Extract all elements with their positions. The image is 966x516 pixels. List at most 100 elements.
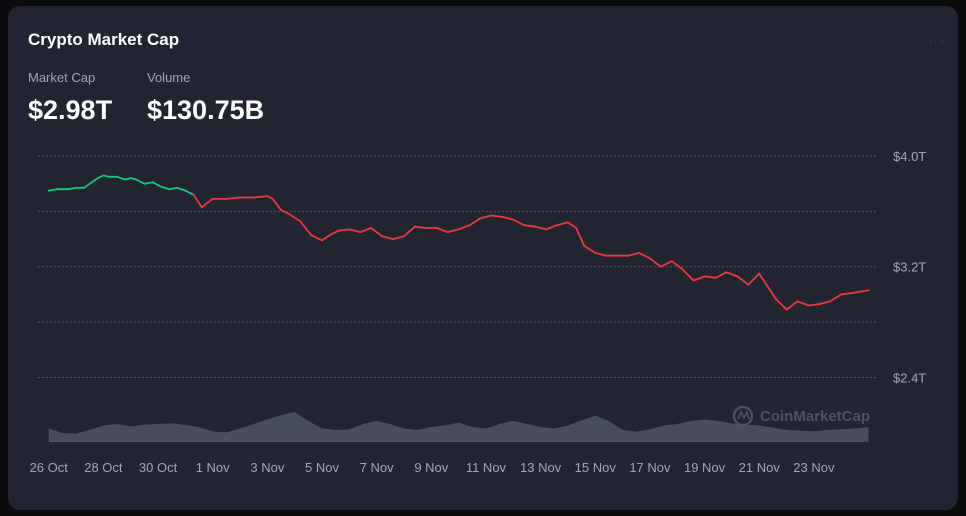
line-segment xyxy=(200,197,214,209)
line-segment xyxy=(501,215,515,221)
watermark: CoinMarketCap xyxy=(732,405,870,427)
market-cap-chart[interactable]: $2.4T $3.2T $4.0T 26 Oct 28 Oct 30 Oct 1 Nov 3… xyxy=(8,6,958,510)
volume-label: Volume xyxy=(147,70,191,85)
line-segment xyxy=(143,181,154,185)
x-tick-label: 21 Nov xyxy=(739,460,781,475)
line-segment xyxy=(523,224,536,228)
line-segment xyxy=(413,225,427,229)
line-segment xyxy=(479,214,493,220)
volume-area xyxy=(48,412,869,442)
line-segment xyxy=(736,275,750,286)
line-segment xyxy=(403,225,416,238)
line-segment xyxy=(594,251,608,257)
market-cap-metric: Market Cap $2.98T xyxy=(28,70,112,126)
x-axis-ticks: 26 Oct 28 Oct 30 Oct 1 Nov 3 Nov 5 Nov 7 Nov 9 … xyxy=(30,460,835,475)
line-segment xyxy=(337,228,351,232)
line-segment xyxy=(660,260,673,268)
line-segment xyxy=(176,186,187,192)
y-tick-label: $4.0T xyxy=(893,149,926,164)
x-tick-label: 28 Oct xyxy=(84,460,123,475)
line-segment xyxy=(83,182,91,189)
market-cap-label: Market Cap xyxy=(28,70,96,85)
x-tick-label: 30 Oct xyxy=(139,460,178,475)
line-segment xyxy=(47,188,58,192)
line-segment xyxy=(321,233,332,242)
line-segment xyxy=(102,174,110,178)
line-segment xyxy=(567,221,577,229)
line-segment xyxy=(758,272,769,288)
line-segment xyxy=(184,189,195,196)
line-segment xyxy=(129,177,138,181)
line-segment xyxy=(747,272,761,286)
line-segment xyxy=(192,193,203,209)
coinmarketcap-logo-mark xyxy=(737,409,750,420)
line-segment xyxy=(124,177,132,181)
line-segment xyxy=(681,268,695,282)
x-tick-label: 3 Nov xyxy=(250,460,284,475)
line-segment xyxy=(135,178,146,185)
line-segment xyxy=(116,175,127,181)
line-segment xyxy=(392,235,405,241)
x-tick-label: 17 Nov xyxy=(629,460,671,475)
volume-metric: Volume $130.75B xyxy=(147,70,264,126)
line-segment xyxy=(627,251,640,257)
market-cap-value: $2.98T xyxy=(28,95,113,125)
line-segment xyxy=(310,233,323,242)
grid-lines xyxy=(38,155,878,378)
line-segment xyxy=(97,174,105,180)
watermark-text: CoinMarketCap xyxy=(760,408,870,425)
x-tick-label: 13 Nov xyxy=(520,460,562,475)
more-dots-icon[interactable]: · · xyxy=(928,34,946,48)
line-segment xyxy=(88,177,99,185)
y-tick-label: $2.4T xyxy=(893,370,926,385)
line-segment xyxy=(725,271,739,278)
line-segment xyxy=(168,186,179,191)
line-segment xyxy=(774,297,788,311)
line-segment xyxy=(556,221,569,227)
line-segment xyxy=(807,303,821,307)
x-tick-label: 15 Nov xyxy=(575,460,617,475)
line-segment xyxy=(703,275,717,279)
line-segment xyxy=(490,214,504,218)
volume-value: $130.75B xyxy=(147,95,265,125)
x-tick-label: 5 Nov xyxy=(305,460,339,475)
line-segment xyxy=(225,196,241,200)
line-segment xyxy=(151,181,162,188)
line-segment xyxy=(381,235,394,241)
line-segment xyxy=(545,224,558,231)
x-tick-label: 19 Nov xyxy=(684,460,726,475)
coinmarketcap-logo-icon xyxy=(732,405,754,427)
crypto-market-cap-card: Crypto Market Cap · · Market Cap $2.98T … xyxy=(8,6,958,510)
line-segment xyxy=(512,218,526,227)
y-axis-ticks: $2.4T $3.2T $4.0T xyxy=(893,149,926,385)
card-title: Crypto Market Cap xyxy=(28,30,180,49)
line-segment xyxy=(692,275,706,282)
line-segment xyxy=(359,227,373,234)
line-segment xyxy=(468,217,482,227)
line-segment xyxy=(840,292,853,296)
line-segment xyxy=(829,293,843,303)
x-tick-label: 23 Nov xyxy=(793,460,835,475)
market-cap-line[interactable] xyxy=(47,174,870,311)
x-tick-label: 11 Nov xyxy=(466,460,507,475)
x-tick-label: 26 Oct xyxy=(30,460,69,475)
line-segment xyxy=(67,186,77,191)
line-segment xyxy=(575,227,586,247)
line-segment xyxy=(638,251,651,260)
line-segment xyxy=(370,227,384,238)
line-segment xyxy=(534,225,547,231)
x-tick-label: 7 Nov xyxy=(360,460,394,475)
line-segment xyxy=(288,213,302,223)
line-segment xyxy=(266,195,274,200)
line-segment xyxy=(159,185,170,191)
line-segment xyxy=(670,260,684,271)
line-segment xyxy=(348,228,362,234)
line-segment xyxy=(446,228,460,234)
x-tick-label: 9 Nov xyxy=(414,460,448,475)
line-segment xyxy=(714,271,728,279)
line-segment xyxy=(271,197,282,211)
y-tick-label: $3.2T xyxy=(893,260,926,275)
line-segment xyxy=(280,209,291,216)
line-segment xyxy=(583,245,597,254)
line-segment xyxy=(649,257,662,268)
